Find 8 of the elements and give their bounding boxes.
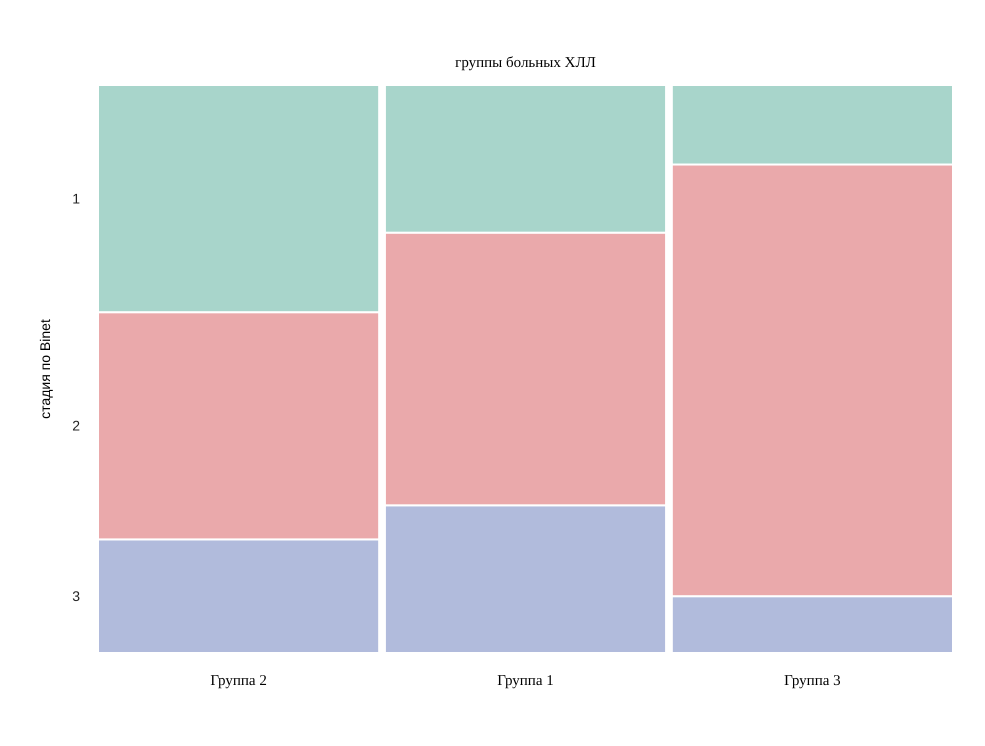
series-label: 2 <box>72 418 80 434</box>
y-axis-title: стадия по Binet <box>37 319 53 419</box>
x-tick-label: Группа 3 <box>784 673 841 689</box>
series-label: 3 <box>72 588 80 604</box>
chart-title: группы больных ХЛЛ <box>455 55 596 71</box>
series-label: 1 <box>72 190 80 206</box>
x-tick-label: Группа 1 <box>497 673 554 689</box>
x-tick-label: Группа 2 <box>210 673 267 689</box>
